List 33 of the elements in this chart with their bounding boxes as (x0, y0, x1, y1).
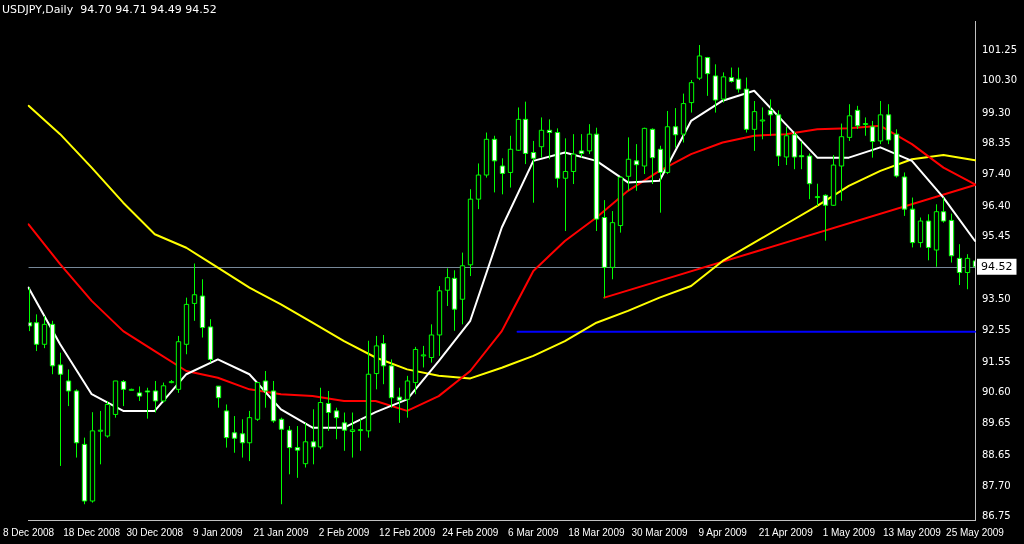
x-tick-label: 12 Feb 2009 (379, 526, 436, 538)
y-tick-label: 93.50 (982, 293, 1011, 305)
x-tick-label: 13 May 2009 (883, 526, 942, 538)
x-tick-label: 21 Jan 2009 (253, 526, 309, 538)
y-tick-label: 95.45 (982, 230, 1011, 242)
y-tick-label: 88.65 (982, 449, 1011, 461)
y-tick-label: 99.30 (982, 106, 1011, 118)
y-tick-label: 100.30 (982, 74, 1018, 86)
y-tick-label: 96.40 (982, 199, 1011, 211)
ref-line-label: 94.52 (981, 259, 1013, 273)
x-tick-label: 1 May 2009 (822, 526, 876, 538)
x-tick-label: 2 Feb 2009 (318, 526, 370, 538)
x-tick-label: 18 Dec 2008 (63, 526, 121, 538)
x-tick-label: 9 Jan 2009 (193, 526, 244, 538)
y-tick-label: 90.60 (982, 386, 1011, 398)
x-tick-label: 21 Apr 2009 (758, 526, 814, 538)
y-tick-label: 86.75 (982, 510, 1011, 522)
x-tick-label: 9 Apr 2009 (698, 526, 748, 538)
y-tick-label: 98.35 (982, 137, 1011, 149)
x-tick-label: 8 Dec 2008 (3, 526, 55, 538)
y-tick-label: 92.55 (982, 323, 1011, 335)
x-tick-label: 18 Mar 2009 (568, 526, 625, 538)
y-tick-label: 87.70 (982, 479, 1011, 491)
x-tick-label: 30 Dec 2008 (126, 526, 184, 538)
y-tick-label: 97.40 (982, 167, 1011, 179)
y-tick-label: 101.25 (982, 43, 1018, 55)
y-tick-label: 91.55 (982, 355, 1011, 367)
x-tick-label: 30 Mar 2009 (631, 526, 689, 538)
x-tick-label: 6 Mar 2009 (508, 526, 560, 538)
chart-title: USDJPY,Daily 94.70 94.71 94.49 94.52 (2, 3, 217, 17)
x-tick-label: 24 Feb 2009 (442, 526, 499, 538)
x-tick-label: 25 May 2009 (946, 526, 1005, 538)
y-tick-label: 89.65 (982, 417, 1011, 429)
